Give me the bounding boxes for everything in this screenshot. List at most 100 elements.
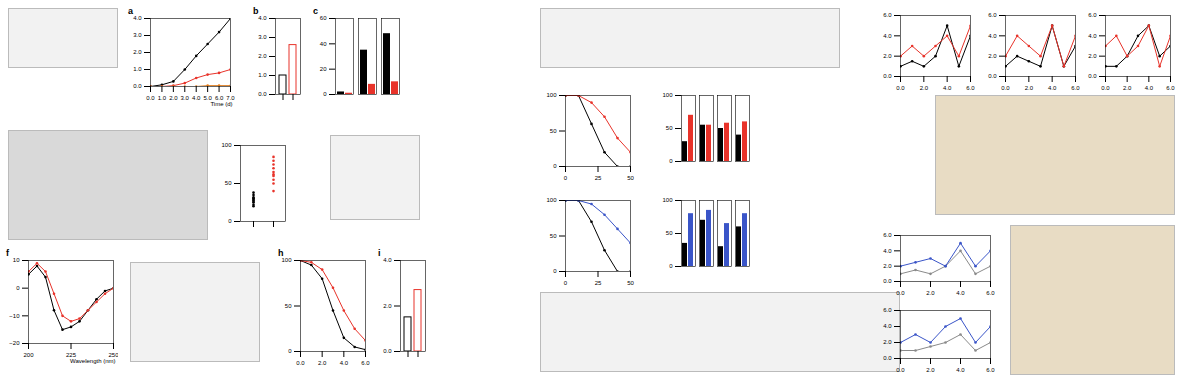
svg-text:6.0: 6.0 [986,367,995,372]
svg-text:6.0: 6.0 [1166,85,1175,90]
svg-text:50: 50 [550,233,557,239]
svg-text:250: 250 [108,351,119,358]
svg-text:Time (d): Time (d) [210,101,232,107]
svg-text:4.0: 4.0 [1145,85,1154,90]
svg-text:0.0: 0.0 [1088,73,1097,79]
svg-text:0: 0 [553,268,557,274]
svg-text:0.0: 0.0 [1101,85,1110,90]
svg-text:2.0: 2.0 [1088,53,1097,59]
svg-text:50: 50 [627,175,634,180]
svg-text:0.0: 0.0 [383,348,392,354]
svg-text:4.0: 4.0 [340,360,349,365]
svg-text:4.0: 4.0 [258,15,267,21]
svg-text:0: 0 [323,91,327,97]
svg-text:0.0: 0.0 [296,360,305,365]
svg-text:0.0: 0.0 [896,367,905,372]
svg-text:100: 100 [546,92,557,98]
svg-text:1.0: 1.0 [158,95,167,101]
svg-text:2.0: 2.0 [883,53,892,59]
html-text:5.0 6.0 7.0: 5.0 6.0 7.0 [203,94,235,101]
svg-text:6.0: 6.0 [966,85,975,90]
svg-text:50: 50 [225,180,232,186]
svg-text:50: 50 [666,230,673,236]
svg-text:40: 40 [320,41,327,47]
svg-text:100: 100 [662,197,673,203]
svg-text:0.0: 0.0 [883,278,892,284]
svg-text:0.0: 0.0 [896,290,905,295]
svg-text:100: 100 [221,142,232,148]
svg-text:25: 25 [595,280,602,285]
svg-text:4.0: 4.0 [192,95,201,101]
svg-text:0: 0 [553,163,557,169]
svg-text:25: 25 [595,175,602,180]
svg-text:0.0: 0.0 [988,73,997,79]
svg-text:−10: −10 [9,313,20,319]
svg-text:1.0: 1.0 [133,66,142,72]
svg-text:100: 100 [546,197,557,203]
svg-text:60: 60 [320,15,327,21]
svg-text:0.0: 0.0 [896,85,905,90]
svg-text:225: 225 [66,351,76,358]
svg-text:6.0: 6.0 [1088,12,1097,18]
svg-text:0: 0 [669,158,673,164]
svg-text:0: 0 [564,175,568,180]
svg-text:2.0: 2.0 [169,95,178,101]
svg-text:−20: −20 [9,340,20,346]
svg-text:0.0: 0.0 [146,95,155,101]
svg-text:0.0: 0.0 [133,83,142,89]
svg-text:6.0: 6.0 [883,307,892,313]
svg-text:4.0: 4.0 [1048,85,1057,90]
svg-text:0: 0 [288,348,292,354]
svg-text:6.0: 6.0 [883,12,892,18]
svg-text:4.0: 4.0 [883,323,892,329]
svg-text:4.0: 4.0 [956,290,965,295]
svg-text:0: 0 [228,218,232,224]
svg-text:3.0: 3.0 [258,34,267,40]
svg-text:2.0: 2.0 [883,339,892,345]
svg-text:2.0: 2.0 [920,85,929,90]
svg-text:4.0: 4.0 [383,257,392,263]
svg-text:200: 200 [23,352,34,358]
svg-text:100: 100 [281,257,292,263]
svg-text:2.0: 2.0 [133,49,142,55]
svg-text:4.0: 4.0 [883,33,892,39]
svg-text:3.0: 3.0 [133,32,142,38]
svg-text:0.0: 0.0 [1001,85,1010,90]
svg-text:6.0: 6.0 [1071,85,1080,90]
svg-text:50: 50 [627,280,634,285]
svg-text:4.0: 4.0 [943,85,952,90]
svg-text:0: 0 [669,263,673,269]
svg-text:0.0: 0.0 [258,91,267,97]
svg-text:2.0: 2.0 [988,53,997,59]
svg-text:2.0: 2.0 [926,290,935,295]
svg-text:2.0: 2.0 [383,303,392,309]
svg-text:6.0: 6.0 [361,360,370,365]
svg-text:2.0: 2.0 [258,53,267,59]
svg-text:4.0: 4.0 [133,15,142,21]
svg-text:50: 50 [550,128,557,134]
svg-text:100: 100 [662,92,673,98]
svg-text:6.0: 6.0 [988,12,997,18]
svg-text:0: 0 [16,285,20,291]
svg-text:6.0: 6.0 [883,232,892,238]
svg-text:4.0: 4.0 [988,33,997,39]
svg-text:2.0: 2.0 [883,263,892,269]
svg-text:2.0: 2.0 [1123,85,1132,90]
svg-text:50: 50 [285,303,292,309]
svg-text:4.0: 4.0 [956,367,965,372]
svg-text:1.0: 1.0 [258,72,267,78]
svg-text:2.0: 2.0 [926,367,935,372]
svg-text:0.0: 0.0 [883,73,892,79]
svg-text:0: 0 [564,280,568,285]
svg-text:0.0: 0.0 [883,355,892,361]
svg-text:3.0: 3.0 [181,95,190,101]
svg-text:2.0: 2.0 [1025,85,1034,90]
svg-text:2.0: 2.0 [318,360,327,365]
svg-text:20: 20 [320,66,327,72]
svg-text:4.0: 4.0 [1088,33,1097,39]
svg-text:Wavelength (nm): Wavelength (nm) [70,358,115,364]
svg-text:50: 50 [666,125,673,131]
svg-text:10: 10 [13,257,20,263]
svg-text:4.0: 4.0 [883,248,892,254]
svg-text:6.0: 6.0 [986,290,995,295]
